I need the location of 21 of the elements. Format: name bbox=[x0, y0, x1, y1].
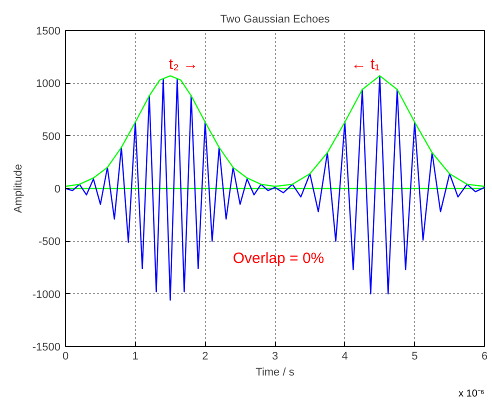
x-tick-label: 1 bbox=[132, 350, 138, 362]
annotation: Overlap = 0% bbox=[232, 250, 324, 267]
y-tick-label: -1500 bbox=[32, 342, 61, 354]
annotation: t₂ → bbox=[168, 56, 198, 73]
x-tick-label: 6 bbox=[481, 350, 488, 362]
y-tick-label: 500 bbox=[42, 130, 61, 143]
chart-title: Two Gaussian Echoes bbox=[220, 14, 330, 26]
y-axis-title: Amplitude bbox=[12, 164, 24, 213]
x-tick-label: 4 bbox=[342, 350, 348, 362]
x-tick-label: 3 bbox=[272, 350, 278, 362]
y-tick-label: 1500 bbox=[36, 26, 61, 38]
annotation: ← t₁ bbox=[351, 56, 380, 73]
y-tick-label: 0 bbox=[54, 184, 61, 196]
y-tick-label: 1000 bbox=[36, 78, 61, 90]
x-tick-label: 5 bbox=[412, 350, 418, 362]
y-tick-label: -1000 bbox=[32, 288, 61, 301]
text: x 10⁻⁶ bbox=[458, 388, 485, 400]
x-axis-title: Time / s bbox=[256, 366, 295, 378]
x-tick-label: 0 bbox=[62, 350, 69, 362]
x-tick-label: 2 bbox=[202, 350, 208, 362]
y-tick-label: -500 bbox=[38, 236, 61, 248]
